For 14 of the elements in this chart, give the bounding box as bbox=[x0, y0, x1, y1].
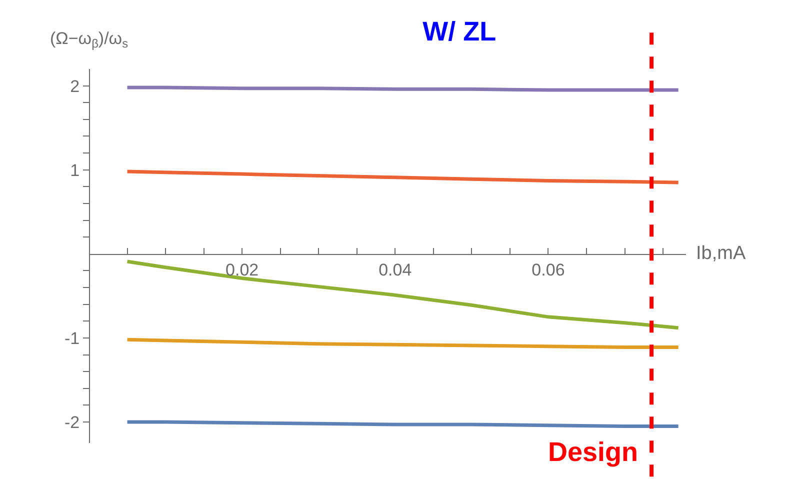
y-tick-label: 2 bbox=[70, 76, 80, 96]
ref-line-label: Design bbox=[548, 437, 638, 467]
y-tick-label: -2 bbox=[64, 412, 80, 432]
line-series bbox=[126, 170, 680, 184]
y-tick-label: 1 bbox=[70, 160, 80, 180]
line-series bbox=[126, 338, 680, 349]
x-tick-label: 0.06 bbox=[532, 260, 565, 280]
chart-title: W/ ZL bbox=[422, 16, 496, 46]
x-tick-label: 0.04 bbox=[378, 260, 412, 280]
y-axis-title: (Ω−ω$_{β}$)/ω$_{s}$ bbox=[50, 29, 128, 51]
x-axis-title: Ib,mA bbox=[696, 243, 746, 264]
line-series bbox=[126, 260, 680, 330]
y-tick-label: -1 bbox=[64, 328, 80, 348]
x-tick-label: 0.02 bbox=[226, 260, 259, 280]
